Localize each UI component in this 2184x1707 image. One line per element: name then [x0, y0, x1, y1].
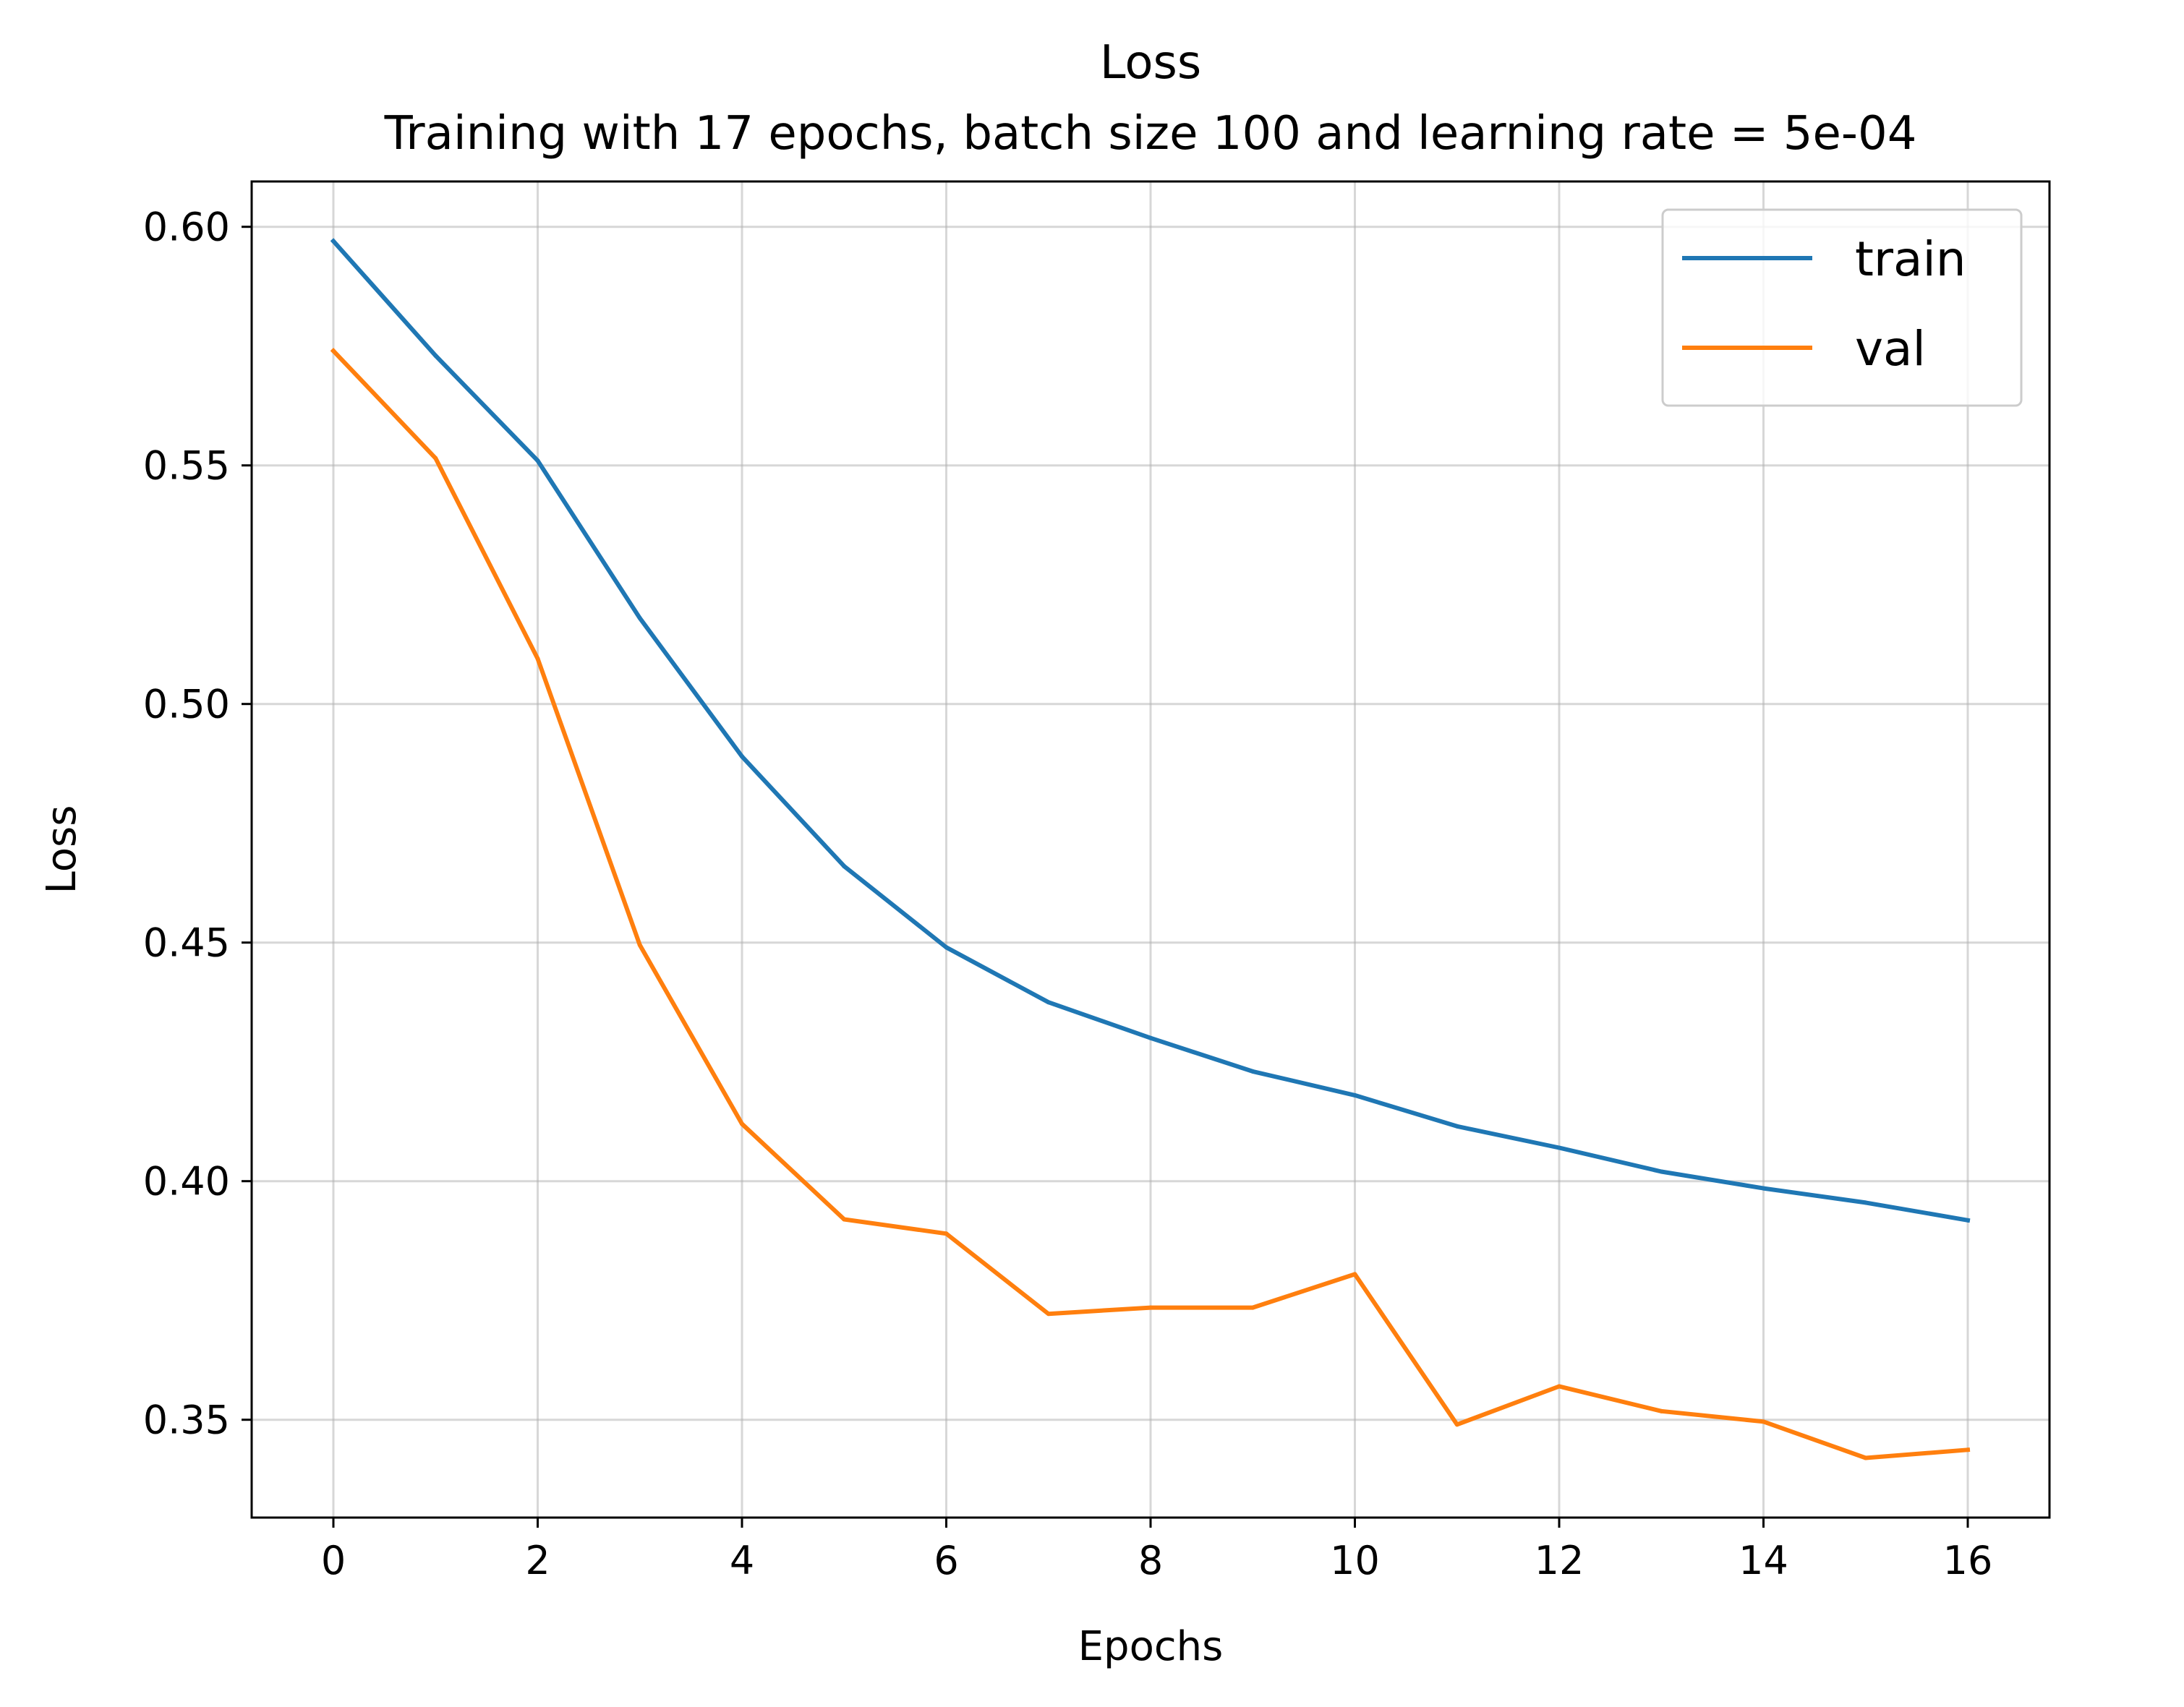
data-point-train — [637, 615, 642, 620]
legend-train-label: train — [1855, 231, 1966, 287]
x-tick-label: 10 — [1330, 1538, 1380, 1583]
data-point-train — [1863, 1200, 1868, 1205]
y-axis-label: Loss — [38, 805, 85, 894]
data-point-val — [1761, 1419, 1766, 1424]
x-tick-label: 0 — [321, 1538, 346, 1583]
data-point-val — [842, 1217, 847, 1222]
data-point-train — [1761, 1186, 1766, 1191]
data-point-train — [1659, 1169, 1664, 1174]
y-tick-label: 0.60 — [143, 205, 230, 250]
y-tick-label: 0.50 — [143, 682, 230, 727]
data-point-train — [842, 864, 847, 869]
legend-box — [1661, 208, 2023, 407]
data-point-train — [1046, 1000, 1051, 1005]
data-point-val — [1250, 1305, 1255, 1310]
data-point-val — [1966, 1447, 1970, 1453]
y-tick-label: 0.55 — [143, 443, 230, 489]
data-point-train — [1352, 1092, 1357, 1098]
data-point-val — [1454, 1422, 1459, 1427]
data-point-val — [1557, 1384, 1561, 1389]
y-axis-ticks: 0.35 0.40 0.45 0.50 0.55 0.60 — [143, 205, 252, 1443]
data-point-val — [1863, 1455, 1868, 1460]
data-point-val — [1148, 1305, 1153, 1310]
data-point-train — [331, 239, 336, 244]
data-point-train — [1148, 1035, 1153, 1040]
y-tick-label: 0.40 — [143, 1159, 230, 1205]
x-tick-label: 6 — [934, 1538, 958, 1583]
data-point-train — [1557, 1145, 1561, 1150]
data-point-train — [740, 754, 744, 759]
data-point-val — [535, 656, 540, 661]
data-point-val — [1659, 1408, 1664, 1413]
x-tick-label: 8 — [1138, 1538, 1163, 1583]
x-tick-label: 16 — [1943, 1538, 1993, 1583]
data-point-val — [433, 455, 438, 461]
legend-val-label: val — [1855, 321, 1926, 377]
data-point-val — [944, 1231, 949, 1236]
legend: train val — [1661, 208, 2023, 407]
data-point-val — [637, 943, 642, 947]
x-tick-label: 12 — [1535, 1538, 1584, 1583]
x-axis-ticks: 0 2 4 6 8 10 12 14 16 — [321, 1518, 1993, 1583]
data-point-train — [535, 458, 540, 463]
data-point-val — [331, 348, 336, 354]
x-tick-label: 4 — [730, 1538, 754, 1583]
data-point-train — [1454, 1124, 1459, 1129]
x-tick-label: 2 — [525, 1538, 550, 1583]
data-point-train — [944, 945, 949, 950]
y-tick-label: 0.35 — [143, 1398, 230, 1443]
data-point-val — [740, 1121, 744, 1126]
data-point-train — [433, 353, 438, 358]
x-axis-label: Epochs — [1078, 1623, 1224, 1670]
data-point-train — [1250, 1069, 1255, 1074]
data-point-val — [1046, 1312, 1051, 1317]
chart-title: Loss — [1100, 36, 1201, 90]
data-point-val — [1352, 1272, 1357, 1277]
x-tick-label: 14 — [1739, 1538, 1788, 1583]
y-tick-label: 0.45 — [143, 920, 230, 966]
data-point-train — [1966, 1218, 1970, 1223]
chart-subtitle: Training with 17 epochs, batch size 100 … — [384, 107, 1917, 161]
series-layer — [330, 238, 1971, 1460]
